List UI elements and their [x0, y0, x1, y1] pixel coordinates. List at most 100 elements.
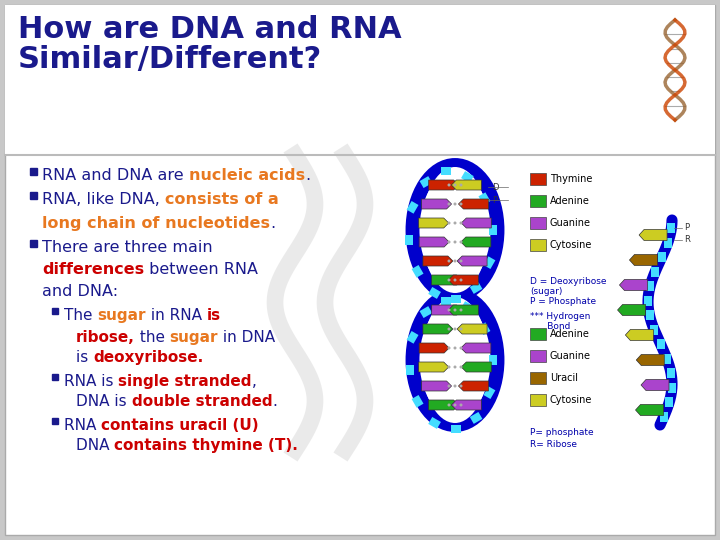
Circle shape [459, 260, 462, 262]
Text: .: . [270, 216, 275, 231]
Circle shape [454, 184, 456, 186]
Bar [483, 256, 495, 269]
Bar [461, 301, 474, 313]
Text: P = Phosphate: P = Phosphate [530, 297, 596, 306]
Circle shape [454, 384, 456, 388]
Text: RNA is: RNA is [64, 374, 118, 389]
Circle shape [459, 279, 462, 281]
Ellipse shape [421, 297, 488, 423]
Polygon shape [428, 180, 459, 190]
Text: RNA and DNA are: RNA and DNA are [42, 168, 189, 183]
Bar [530, 173, 546, 185]
Circle shape [448, 240, 451, 244]
Bar [646, 281, 654, 291]
Polygon shape [629, 254, 657, 266]
Polygon shape [419, 362, 449, 372]
Ellipse shape [421, 167, 488, 293]
Text: Guanine: Guanine [550, 351, 591, 361]
Text: DNA: DNA [76, 438, 114, 453]
Polygon shape [419, 237, 449, 247]
Bar [451, 425, 461, 433]
Circle shape [454, 308, 456, 312]
Text: differences: differences [42, 262, 144, 277]
Bar [30, 192, 37, 199]
Text: long chain of nucleotides: long chain of nucleotides [42, 216, 270, 231]
Polygon shape [462, 218, 491, 228]
Circle shape [459, 221, 462, 225]
Text: double stranded: double stranded [132, 394, 272, 409]
Bar [530, 217, 546, 229]
Bar [665, 397, 673, 408]
Polygon shape [451, 400, 482, 410]
Bar [428, 417, 441, 429]
Bar [441, 167, 451, 175]
Polygon shape [423, 256, 453, 266]
Bar [420, 306, 432, 318]
Circle shape [459, 202, 462, 206]
Circle shape [448, 221, 451, 225]
Polygon shape [618, 305, 646, 315]
Text: DNA is: DNA is [76, 394, 132, 409]
Circle shape [459, 308, 462, 312]
Polygon shape [462, 362, 491, 372]
Bar [667, 223, 675, 233]
Circle shape [454, 327, 456, 330]
Polygon shape [639, 230, 667, 240]
Polygon shape [619, 280, 647, 291]
Text: is: is [207, 308, 221, 323]
Bar [488, 355, 497, 365]
Circle shape [459, 347, 462, 349]
Bar [530, 394, 546, 406]
Bar [650, 325, 658, 335]
Bar [52, 308, 58, 314]
Text: D: D [492, 183, 499, 192]
Text: P: P [492, 196, 498, 205]
Text: P= phosphate: P= phosphate [530, 428, 593, 437]
Polygon shape [459, 381, 488, 391]
Circle shape [448, 366, 451, 368]
Circle shape [454, 202, 456, 206]
Polygon shape [419, 343, 449, 353]
Bar [664, 238, 672, 247]
Bar [469, 412, 482, 424]
Circle shape [448, 279, 451, 281]
Bar [530, 350, 546, 362]
Text: Uracil: Uracil [550, 373, 578, 383]
Bar [658, 252, 666, 262]
Text: the: the [135, 330, 170, 345]
Bar [657, 339, 665, 349]
Bar [52, 374, 58, 380]
Text: sugar: sugar [97, 308, 146, 323]
Circle shape [448, 347, 451, 349]
Text: Guanine: Guanine [550, 218, 591, 228]
Bar [407, 331, 418, 343]
Circle shape [454, 366, 456, 368]
Text: P: P [684, 223, 689, 232]
Circle shape [448, 308, 451, 312]
Bar [644, 296, 652, 306]
Text: Cytosine: Cytosine [550, 240, 593, 250]
Polygon shape [432, 275, 462, 285]
Text: Adenine: Adenine [550, 196, 590, 206]
Circle shape [448, 403, 451, 407]
Text: RNA: RNA [64, 418, 102, 433]
Polygon shape [626, 329, 653, 341]
Bar [660, 412, 667, 422]
Polygon shape [641, 380, 669, 390]
Circle shape [454, 260, 456, 262]
Text: sugar: sugar [170, 330, 218, 345]
Text: contains uracil (U): contains uracil (U) [102, 418, 259, 433]
Bar [488, 225, 497, 235]
Bar [405, 235, 413, 245]
Polygon shape [421, 381, 451, 391]
Circle shape [459, 403, 462, 407]
Circle shape [448, 184, 451, 186]
Circle shape [448, 260, 451, 262]
Bar [5, 5, 715, 155]
Polygon shape [432, 305, 462, 315]
Bar [667, 368, 675, 379]
Text: and DNA:: and DNA: [42, 284, 118, 299]
Polygon shape [451, 180, 482, 190]
Bar [407, 201, 418, 214]
Text: between RNA: between RNA [144, 262, 258, 277]
